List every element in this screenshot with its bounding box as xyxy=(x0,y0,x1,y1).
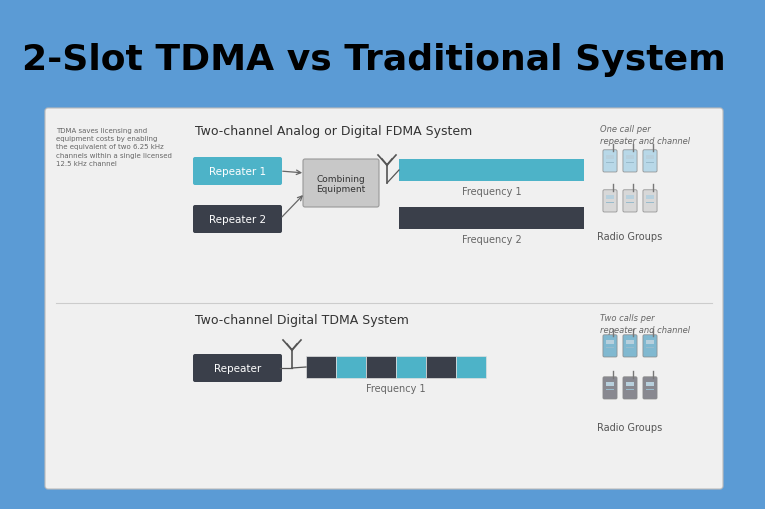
FancyBboxPatch shape xyxy=(603,190,617,213)
FancyBboxPatch shape xyxy=(623,190,637,213)
Bar xyxy=(646,389,654,390)
Bar xyxy=(399,160,584,182)
Text: 2-Slot TDMA vs Traditional System: 2-Slot TDMA vs Traditional System xyxy=(22,43,726,77)
FancyBboxPatch shape xyxy=(623,377,637,399)
Bar xyxy=(646,203,654,204)
FancyBboxPatch shape xyxy=(603,151,617,173)
Bar xyxy=(646,195,654,200)
Bar xyxy=(456,356,486,378)
Bar xyxy=(606,341,614,345)
Bar xyxy=(626,382,634,386)
Text: Equipment: Equipment xyxy=(317,185,366,194)
Bar xyxy=(606,162,614,164)
Bar xyxy=(626,156,634,160)
Bar xyxy=(626,341,634,345)
Bar xyxy=(606,389,614,390)
Text: Frequency 2: Frequency 2 xyxy=(461,235,522,244)
Text: Repeater 1: Repeater 1 xyxy=(209,166,266,177)
Bar xyxy=(646,162,654,164)
Bar xyxy=(606,203,614,204)
Text: Two-channel Analog or Digital FDMA System: Two-channel Analog or Digital FDMA Syste… xyxy=(195,125,472,138)
FancyBboxPatch shape xyxy=(643,190,657,213)
Bar xyxy=(626,347,634,348)
FancyBboxPatch shape xyxy=(193,206,282,234)
Bar xyxy=(426,356,456,378)
Bar xyxy=(646,347,654,348)
Bar xyxy=(626,195,634,200)
Bar xyxy=(606,195,614,200)
Text: Combining: Combining xyxy=(317,175,366,184)
FancyBboxPatch shape xyxy=(623,335,637,357)
FancyBboxPatch shape xyxy=(623,151,637,173)
Text: Two calls per
repeater and channel: Two calls per repeater and channel xyxy=(600,314,690,334)
Bar xyxy=(399,208,584,230)
FancyBboxPatch shape xyxy=(193,158,282,186)
Text: One call per
repeater and channel: One call per repeater and channel xyxy=(600,125,690,146)
Bar xyxy=(626,203,634,204)
Bar xyxy=(626,162,634,164)
Bar xyxy=(626,389,634,390)
Text: Repeater: Repeater xyxy=(214,363,261,373)
Bar xyxy=(396,356,426,378)
Text: Frequency 1: Frequency 1 xyxy=(462,187,521,196)
Bar xyxy=(606,382,614,386)
Text: Radio Groups: Radio Groups xyxy=(597,422,662,432)
Bar xyxy=(606,347,614,348)
FancyBboxPatch shape xyxy=(603,335,617,357)
Bar xyxy=(306,356,336,378)
Bar xyxy=(606,156,614,160)
FancyBboxPatch shape xyxy=(643,377,657,399)
Text: TDMA saves licensing and
equipment costs by enabling
the equivalent of two 6.25 : TDMA saves licensing and equipment costs… xyxy=(56,128,172,166)
Bar xyxy=(366,356,396,378)
Bar xyxy=(336,356,366,378)
Bar xyxy=(646,156,654,160)
Bar xyxy=(646,382,654,386)
FancyBboxPatch shape xyxy=(193,354,282,382)
FancyBboxPatch shape xyxy=(45,109,723,489)
Text: Repeater 2: Repeater 2 xyxy=(209,215,266,224)
Text: Frequency 1: Frequency 1 xyxy=(366,383,426,393)
FancyBboxPatch shape xyxy=(603,377,617,399)
Text: Radio Groups: Radio Groups xyxy=(597,232,662,242)
FancyBboxPatch shape xyxy=(643,151,657,173)
Bar xyxy=(646,341,654,345)
Text: Two-channel Digital TDMA System: Two-channel Digital TDMA System xyxy=(195,314,409,326)
FancyBboxPatch shape xyxy=(303,160,379,208)
FancyBboxPatch shape xyxy=(643,335,657,357)
